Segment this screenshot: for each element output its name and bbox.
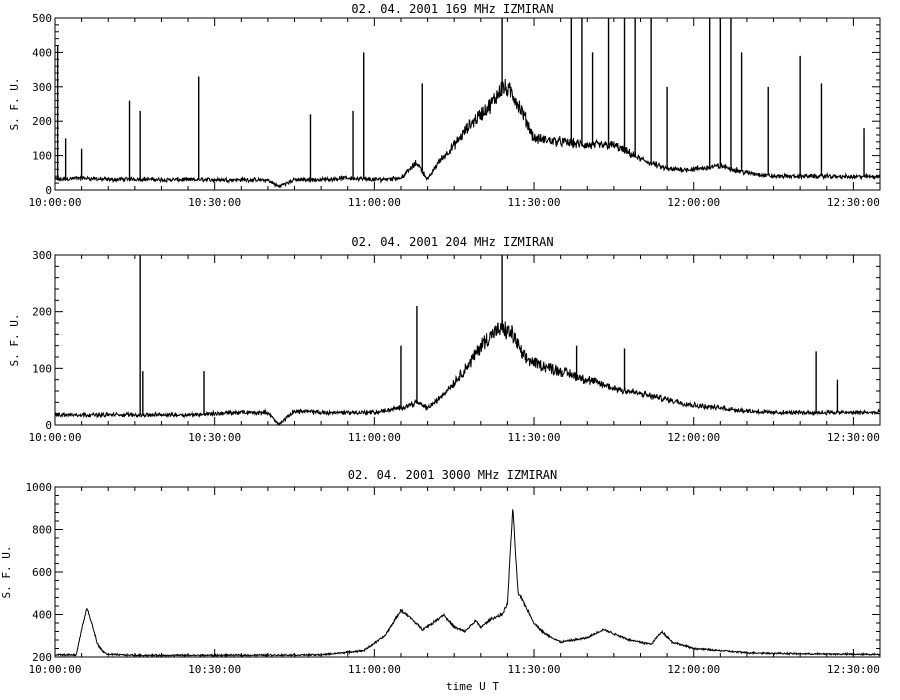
chart-title: 02. 04. 2001 204 MHz IZMIRAN bbox=[351, 235, 553, 249]
chart-panel-2: 02. 04. 2001 204 MHz IZMIRAN S. F. U. 0 100… bbox=[8, 235, 881, 444]
y-tick-label: 100 bbox=[32, 150, 52, 163]
x-tick-label: 11:00:00 bbox=[348, 663, 401, 676]
x-tick-label: 12:00:00 bbox=[667, 196, 720, 209]
plot-frame bbox=[54, 254, 881, 426]
y-tick-label: 500 bbox=[32, 12, 52, 25]
x-tick-label: 11:00:00 bbox=[348, 431, 401, 444]
x-tick-label: 11:00:00 bbox=[348, 196, 401, 209]
x-tick-label: 10:00:00 bbox=[29, 431, 82, 444]
y-tick-label: 200 bbox=[32, 651, 52, 664]
plot-frame bbox=[54, 486, 881, 658]
y-axis-label: S. F. U. bbox=[0, 546, 13, 599]
x-tick-label: 11:30:00 bbox=[508, 663, 561, 676]
x-tick-label: 12:30:00 bbox=[827, 196, 880, 209]
x-tick-label: 12:00:00 bbox=[667, 431, 720, 444]
y-tick-label: 200 bbox=[32, 115, 52, 128]
y-axis-label: S. F. U. bbox=[8, 314, 21, 367]
y-tick-label: 0 bbox=[45, 419, 52, 432]
y-tick-label: 400 bbox=[32, 609, 52, 622]
y-tick-label: 300 bbox=[32, 81, 52, 94]
chart-panel-3: 02. 04. 2001 3000 MHz IZMIRAN S. F. U. tim… bbox=[0, 468, 881, 693]
x-tick-label: 10:30:00 bbox=[188, 663, 241, 676]
y-tick-label: 0 bbox=[45, 184, 52, 197]
x-tick-label: 10:00:00 bbox=[29, 196, 82, 209]
y-tick-label: 600 bbox=[32, 566, 52, 579]
y-axis-label: S. F. U. bbox=[8, 78, 21, 131]
chart-title: 02. 04. 2001 169 MHz IZMIRAN bbox=[351, 2, 553, 16]
y-tick-label: 400 bbox=[32, 46, 52, 59]
series-line-1 bbox=[54, 509, 881, 658]
y-tick-label: 200 bbox=[32, 306, 52, 319]
chart-panel-1: 02. 04. 2001 169 MHz IZMIRAN S. F. U. 0 100… bbox=[8, 2, 881, 209]
y-tick-label: 800 bbox=[32, 524, 52, 537]
y-tick-label: 1000 bbox=[26, 481, 53, 494]
y-tick-label: 100 bbox=[32, 362, 52, 375]
plot-frame bbox=[54, 17, 881, 191]
x-tick-label: 11:30:00 bbox=[508, 196, 561, 209]
x-tick-label: 11:30:00 bbox=[508, 431, 561, 444]
series-line-1 bbox=[54, 320, 881, 427]
chart-title: 02. 04. 2001 3000 MHz IZMIRAN bbox=[348, 468, 558, 482]
series-line-1 bbox=[54, 78, 881, 188]
y-tick-label: 300 bbox=[32, 249, 52, 262]
x-tick-label: 10:00:00 bbox=[29, 663, 82, 676]
x-tick-label: 10:30:00 bbox=[188, 196, 241, 209]
x-tick-label: 10:30:00 bbox=[188, 431, 241, 444]
x-axis-label: time U T bbox=[446, 680, 499, 693]
x-tick-label: 12:30:00 bbox=[827, 431, 880, 444]
x-tick-label: 12:30:00 bbox=[827, 663, 880, 676]
x-tick-label: 12:00:00 bbox=[667, 663, 720, 676]
